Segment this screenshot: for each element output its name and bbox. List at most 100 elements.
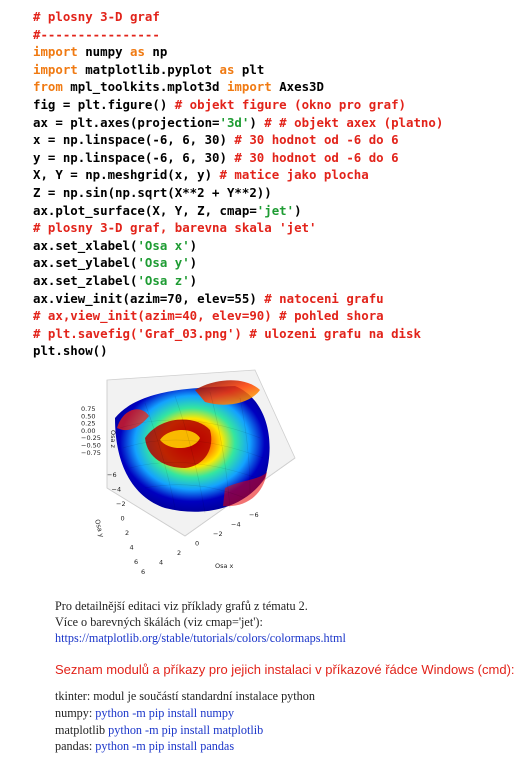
code-token: ): [189, 237, 198, 253]
code-token: x = np.linspace(-6, 6, 30): [33, 132, 235, 148]
code-token: y = np.linspace(-6, 6, 30): [33, 149, 235, 165]
code-token: import: [33, 44, 78, 60]
code-token: #----------------: [33, 26, 160, 42]
note-detail: Pro detailnější editaci viz příklady gra…: [55, 599, 308, 613]
x-tick-label: −2: [213, 530, 223, 538]
colormaps-link[interactable]: https://matplotlib.org/stable/tutorials/…: [55, 631, 346, 645]
module-label: matplotlib: [55, 722, 109, 737]
code-token: 'jet': [256, 202, 295, 218]
code-token: ax.plot_surface(X, Y, Z, cmap=: [33, 202, 257, 218]
modules-heading: Seznam modulů a příkazy pro jejich insta…: [55, 662, 515, 677]
code-token: Z = np.sin(np.sqrt(X**2 + Y**2)): [33, 184, 272, 200]
module-row: matplotlib python -m pip install matplot…: [55, 722, 515, 739]
module-label: tkinter: modul je součástí standardní in…: [55, 689, 315, 703]
x-tick-label: 2: [177, 549, 181, 557]
code-token: # plt.savefig('Graf_03.png') # ulozeni g…: [33, 325, 421, 341]
z-tick-label: −0.75: [81, 449, 101, 457]
code-token: as: [129, 44, 145, 60]
install-command: python -m pip install matplotlib: [108, 722, 264, 737]
code-token: # 30 hodnot od -6 do 6: [234, 132, 399, 148]
code-token: numpy: [77, 44, 130, 60]
code-token: import: [33, 61, 78, 77]
y-tick-label: −4: [112, 486, 122, 494]
code-line: #----------------: [33, 26, 443, 44]
code-token: # matice jako plocha: [219, 167, 369, 183]
code-line: ax.set_zlabel('Osa z'): [33, 272, 443, 290]
y-tick-label: 6: [134, 558, 138, 566]
code-line: ax.set_ylabel('Osa y'): [33, 254, 443, 272]
y-tick-label: 2: [125, 529, 129, 537]
code-token: 'Osa y': [137, 255, 190, 271]
x-tick-label: −4: [231, 521, 241, 529]
code-listing: # plosny 3-D graf #---------------- import…: [33, 8, 443, 360]
code-token: # # objekt axex (platno): [264, 114, 444, 130]
code-line: ax.set_xlabel('Osa x'): [33, 237, 443, 255]
code-line: # plosny 3-D graf: [33, 8, 443, 26]
code-token: ): [249, 114, 265, 130]
code-line: ax = plt.axes(projection='3d') # # objek…: [33, 114, 443, 132]
module-row: pandas: python -m pip install pandas: [55, 738, 515, 755]
y-tick-label: 0: [121, 515, 125, 523]
code-token: import: [226, 79, 272, 95]
z-tick-label: 0.00: [81, 427, 95, 435]
code-token: ax.set_zlabel(: [33, 272, 138, 288]
code-token: plt.show(): [33, 343, 108, 359]
code-line: ax.view_init(azim=70, elev=55) # natocen…: [33, 290, 443, 308]
code-token: X, Y = np.meshgrid(x, y): [33, 167, 220, 183]
code-token: # plosny 3-D graf: [33, 9, 160, 24]
x-tick-label: 4: [159, 559, 163, 567]
code-line: import matplotlib.pyplot as plt: [33, 61, 443, 79]
jet-surface: [115, 380, 270, 514]
z-axis-label: Osa z: [109, 430, 117, 449]
code-token: as: [219, 61, 235, 77]
code-token: plt: [234, 61, 265, 77]
code-token: np: [144, 44, 168, 60]
code-token: ax = plt.axes(projection=: [33, 114, 220, 130]
code-token: ax.set_ylabel(: [33, 255, 138, 271]
module-row: numpy: python -m pip install numpy: [55, 705, 515, 722]
y-tick-label: 4: [130, 544, 134, 552]
code-token: # objekt figure (okno pro graf): [174, 96, 407, 112]
code-token: mpl_toolkits.mplot3d: [62, 79, 227, 95]
module-label: pandas:: [55, 739, 96, 754]
code-token: # natoceni grafu: [264, 290, 384, 306]
module-label: numpy:: [55, 705, 96, 720]
code-line: fig = plt.figure() # objekt figure (okno…: [33, 96, 443, 114]
code-token: 'Osa x': [137, 237, 190, 253]
modules-list: tkinter: modul je součástí standardní in…: [55, 688, 515, 755]
surface-plot-figure: 0.750.500.250.00−0.25−0.50−0.75 −6−4−202…: [81, 369, 296, 576]
code-token: ): [189, 272, 198, 288]
x-tick-label: 0: [195, 540, 199, 548]
y-tick-label: −6: [107, 471, 117, 479]
x-tick-label: −6: [249, 511, 259, 519]
code-line: # plosny 3-D graf, barevna skala 'jet': [33, 219, 443, 237]
z-tick-label: 0.25: [81, 420, 95, 428]
code-line: ax.plot_surface(X, Y, Z, cmap='jet'): [33, 202, 443, 220]
notes: Pro detailnější editaci viz příklady gra…: [55, 598, 515, 646]
code-line: X, Y = np.meshgrid(x, y) # matice jako p…: [33, 166, 443, 184]
install-command: python -m pip install numpy: [95, 705, 235, 720]
code-token: # plosny 3-D graf, barevna skala 'jet': [33, 220, 317, 236]
z-tick-label: −0.50: [81, 442, 101, 450]
z-tick-label: 0.75: [81, 405, 95, 413]
x-axis-label: Osa x: [215, 562, 234, 570]
y-tick-label: −2: [116, 500, 126, 508]
code-line: plt.show(): [33, 342, 443, 360]
code-token: ax.set_xlabel(: [33, 237, 138, 253]
code-line: import numpy as np: [33, 43, 443, 61]
code-token: ): [189, 255, 198, 271]
note-colormaps: Více o barevných škálách (viz cmap='jet'…: [55, 615, 263, 629]
y-axis-label: Osa y: [93, 518, 106, 538]
code-token: # 30 hodnot od -6 do 6: [234, 149, 399, 165]
z-tick-label: 0.50: [81, 412, 95, 420]
code-line: # plt.savefig('Graf_03.png') # ulozeni g…: [33, 325, 443, 343]
code-token: # ax,view_init(azim=40, elev=90) # pohle…: [33, 308, 384, 324]
x-tick-label: 6: [141, 568, 145, 576]
code-token: Axes3D: [271, 79, 324, 95]
code-token: from: [33, 79, 63, 95]
install-command: python -m pip install pandas: [95, 739, 235, 754]
code-token: 'Osa z': [137, 272, 190, 288]
code-token: '3d': [219, 114, 250, 130]
code-token: ax.view_init(azim=70, elev=55): [33, 290, 265, 306]
code-line: y = np.linspace(-6, 6, 30) # 30 hodnot o…: [33, 149, 443, 167]
